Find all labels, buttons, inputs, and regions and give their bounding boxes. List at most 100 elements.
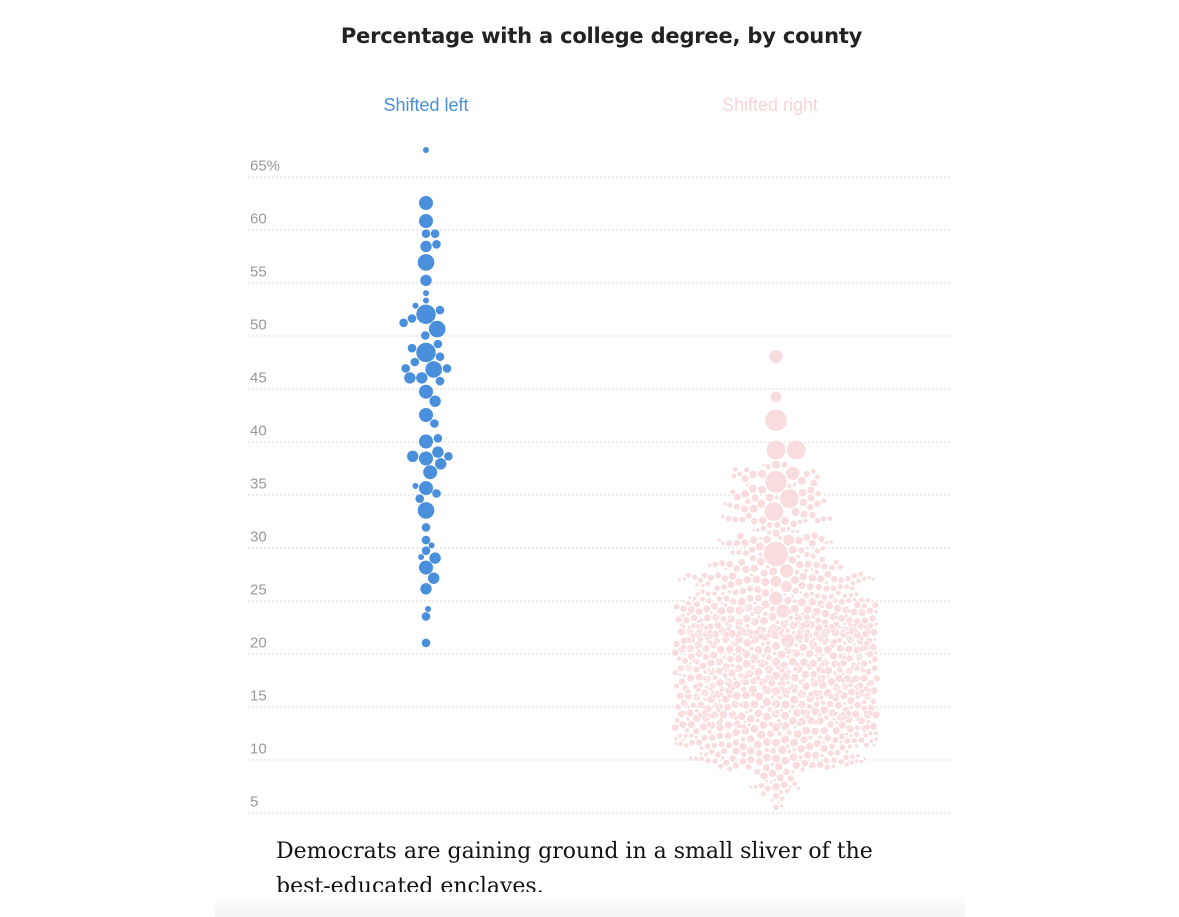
shifted-right-county-bubble (706, 598, 712, 604)
shifted-right-county-bubble (800, 736, 808, 744)
shifted-right-county-bubble (790, 704, 795, 709)
shifted-right-county-bubble (821, 563, 828, 570)
shifted-right-county-bubble (803, 534, 810, 541)
shifted-right-county-bubble (689, 756, 693, 760)
shifted-right-county-bubble (671, 724, 679, 732)
shifted-right-county-bubble (859, 647, 864, 652)
shifted-right-county-bubble (766, 565, 770, 569)
y-tick-label: 5 (250, 794, 258, 811)
shifted-right-county-bubble (735, 578, 743, 586)
shifted-right-county-bubble (814, 720, 819, 725)
shifted-right-county-bubble (704, 752, 709, 757)
shifted-right-county-bubble (797, 721, 802, 726)
shifted-right-county-bubble (778, 746, 787, 755)
shifted-right-county-bubble (773, 692, 777, 696)
shifted-right-county-bubble (824, 764, 830, 770)
shifted-right-county-bubble (873, 675, 880, 682)
shifted-right-county-bubble (843, 754, 849, 760)
shifted-right-county-bubble (830, 643, 835, 648)
shifted-right-county-bubble (746, 483, 750, 487)
shifted-right-county-bubble (780, 564, 794, 578)
shifted-right-county-bubble (815, 491, 821, 497)
y-tick-label: 15 (250, 688, 267, 705)
shifted-right-county-bubble (817, 679, 822, 684)
shifted-right-county-bubble (852, 710, 860, 718)
shifted-right-county-bubble (749, 485, 758, 494)
shifted-right-county-bubble (838, 759, 844, 765)
shifted-left-county-bubble (408, 314, 417, 323)
shifted-right-county-bubble (703, 706, 706, 709)
shifted-right-county-bubble (842, 716, 846, 720)
shifted-right-county-bubble (795, 662, 800, 667)
shifted-right-county-bubble (741, 608, 745, 612)
shifted-right-county-bubble (758, 783, 764, 789)
shifted-right-county-bubble (675, 616, 682, 623)
shifted-right-county-bubble (733, 692, 741, 700)
shifted-right-county-bubble (682, 674, 686, 678)
shifted-right-county-bubble (676, 692, 683, 699)
shifted-right-county-bubble (850, 586, 855, 591)
shifted-right-county-bubble (787, 440, 806, 459)
shifted-right-county-bubble (735, 655, 743, 663)
shifted-right-county-bubble (725, 732, 733, 740)
shifted-right-county-bubble (815, 584, 822, 591)
shifted-right-county-bubble (689, 629, 693, 633)
shifted-right-county-bubble (695, 608, 703, 616)
shifted-right-county-bubble (784, 647, 788, 651)
shifted-right-county-bubble (831, 757, 837, 763)
shifted-right-county-bubble (791, 576, 800, 585)
shifted-right-county-bubble (727, 590, 731, 594)
shifted-right-county-bubble (780, 796, 785, 801)
shifted-right-county-bubble (700, 662, 707, 669)
shifted-right-county-bubble (688, 596, 692, 600)
shifted-right-county-bubble (708, 629, 713, 634)
shifted-right-county-bubble (868, 660, 872, 664)
shifted-right-county-bubble (781, 757, 789, 765)
shifted-right-county-bubble (801, 630, 804, 633)
shifted-right-county-bubble (786, 466, 800, 480)
shifted-right-county-bubble (714, 585, 720, 591)
shifted-right-county-bubble (854, 592, 858, 596)
shifted-right-county-bubble (791, 674, 799, 682)
shifted-right-county-bubble (682, 625, 686, 629)
shifted-right-county-bubble (870, 629, 878, 637)
shifted-right-county-bubble (814, 517, 820, 523)
shifted-right-county-bubble (705, 758, 711, 764)
shifted-right-county-bubble (730, 489, 736, 495)
shifted-right-county-bubble (750, 700, 759, 709)
shifted-right-county-bubble (693, 728, 700, 735)
shifted-right-county-bubble (784, 620, 788, 624)
shifted-right-county-bubble (842, 655, 847, 660)
shifted-right-county-bubble (807, 495, 814, 502)
shifted-left-county-bubble (434, 340, 443, 349)
shifted-right-county-bubble (756, 557, 765, 566)
shifted-right-county-bubble (848, 622, 852, 626)
shifted-right-county-bubble (806, 650, 814, 658)
shifted-right-county-bubble (748, 708, 753, 713)
shifted-right-county-bubble (732, 728, 740, 736)
shifted-right-county-bubble (674, 683, 680, 689)
shifted-right-county-bubble (809, 762, 816, 769)
shifted-left-county-bubble (432, 240, 441, 249)
shifted-right-county-bubble (732, 516, 738, 522)
shifted-right-county-bubble (809, 511, 816, 518)
shifted-right-county-bubble (845, 750, 849, 754)
shifted-left-county-bubble (418, 502, 435, 519)
shifted-right-county-bubble (859, 597, 864, 602)
shifted-right-county-bubble (777, 650, 785, 658)
shifted-right-county-bubble (700, 597, 705, 602)
shifted-right-county-bubble (838, 564, 844, 570)
shifted-right-county-bubble (854, 602, 861, 609)
shifted-right-county-bubble (765, 471, 787, 493)
shifted-right-county-bubble (789, 546, 797, 554)
shifted-right-county-bubble (753, 601, 757, 605)
shifted-right-county-bubble (724, 721, 732, 729)
shifted-right-county-bubble (721, 756, 725, 760)
shifted-right-county-bubble (767, 730, 774, 737)
shifted-right-county-bubble (741, 490, 749, 498)
shifted-left-county-bubble (443, 364, 452, 373)
shifted-right-county-bubble (724, 704, 731, 711)
shifted-right-county-bubble (745, 512, 752, 519)
y-tick-label: 20 (250, 635, 267, 652)
shifted-right-county-bubble (847, 744, 852, 749)
